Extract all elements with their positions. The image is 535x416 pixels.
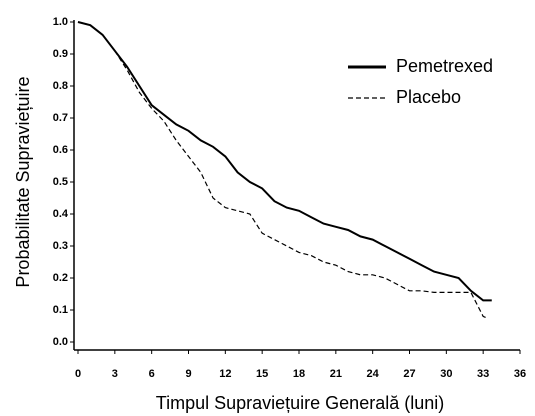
legend-label: Pemetrexed: [396, 56, 493, 76]
series-line: [77, 21, 488, 319]
x-tick-label: 3: [112, 368, 118, 380]
x-tick-label: 33: [477, 368, 489, 380]
y-axis-title: Probabilitate Supraviețuire: [13, 76, 33, 287]
x-tick-label: 6: [149, 368, 155, 380]
x-tick-label: 15: [256, 368, 268, 380]
x-tick-label: 36: [514, 368, 526, 380]
x-tick-label: 30: [440, 368, 452, 380]
x-tick-label: 12: [219, 368, 231, 380]
y-tick-label: 0.7: [53, 112, 68, 124]
y-tick-label: 0.5: [53, 176, 68, 188]
y-tick-label: 0.9: [53, 48, 68, 60]
y-tick-label: 0.1: [53, 304, 68, 316]
x-tick-label: 21: [330, 368, 342, 380]
x-tick-label: 18: [293, 368, 305, 380]
y-tick-label: 0.3: [53, 240, 68, 252]
series-line: [77, 21, 492, 302]
y-tick-label: 0.6: [53, 144, 68, 156]
legend-label: Placebo: [396, 87, 461, 107]
x-tick-label: 24: [367, 368, 380, 380]
y-tick-label: 1.0: [53, 16, 68, 28]
x-tick-label: 0: [75, 368, 81, 380]
x-axis-title: Timpul Supraviețuire Generală (luni): [156, 393, 444, 413]
x-tick-label: 9: [185, 368, 191, 380]
y-tick-label: 0.0: [53, 336, 68, 348]
y-tick-label: 0.4: [53, 208, 69, 220]
y-tick-label: 0.2: [53, 272, 68, 284]
x-tick-label: 27: [403, 368, 415, 380]
y-tick-label: 0.8: [53, 80, 68, 92]
